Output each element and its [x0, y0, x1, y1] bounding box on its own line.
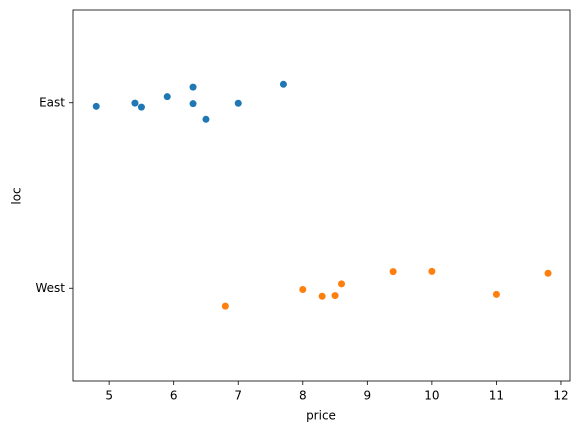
x-tick-label: 6: [170, 389, 178, 403]
point: [189, 100, 197, 108]
point: [318, 292, 326, 300]
x-tick-label: 7: [234, 389, 242, 403]
x-tick-label: 10: [424, 389, 439, 403]
point: [338, 280, 346, 288]
point: [163, 93, 171, 101]
y-tick-label: West: [35, 281, 65, 295]
point: [389, 268, 397, 276]
x-tick-label: 5: [105, 389, 113, 403]
x-axis-label: price: [306, 409, 336, 423]
point: [137, 103, 145, 111]
point: [221, 302, 229, 310]
point: [492, 290, 500, 298]
point: [234, 99, 242, 107]
x-tick-label: 9: [364, 389, 372, 403]
point: [331, 292, 339, 300]
y-tick-label: East: [39, 95, 65, 109]
plot-frame: [72, 9, 571, 382]
point: [131, 99, 139, 107]
x-tick-label: 11: [489, 389, 504, 403]
point: [544, 269, 552, 277]
point: [92, 102, 100, 110]
point: [279, 80, 287, 88]
point: [189, 83, 197, 91]
y-axis-label: loc: [10, 187, 24, 204]
x-tick-label: 12: [553, 389, 568, 403]
point: [202, 115, 210, 123]
point: [299, 285, 307, 293]
point: [428, 267, 436, 275]
x-tick-label: 8: [299, 389, 307, 403]
